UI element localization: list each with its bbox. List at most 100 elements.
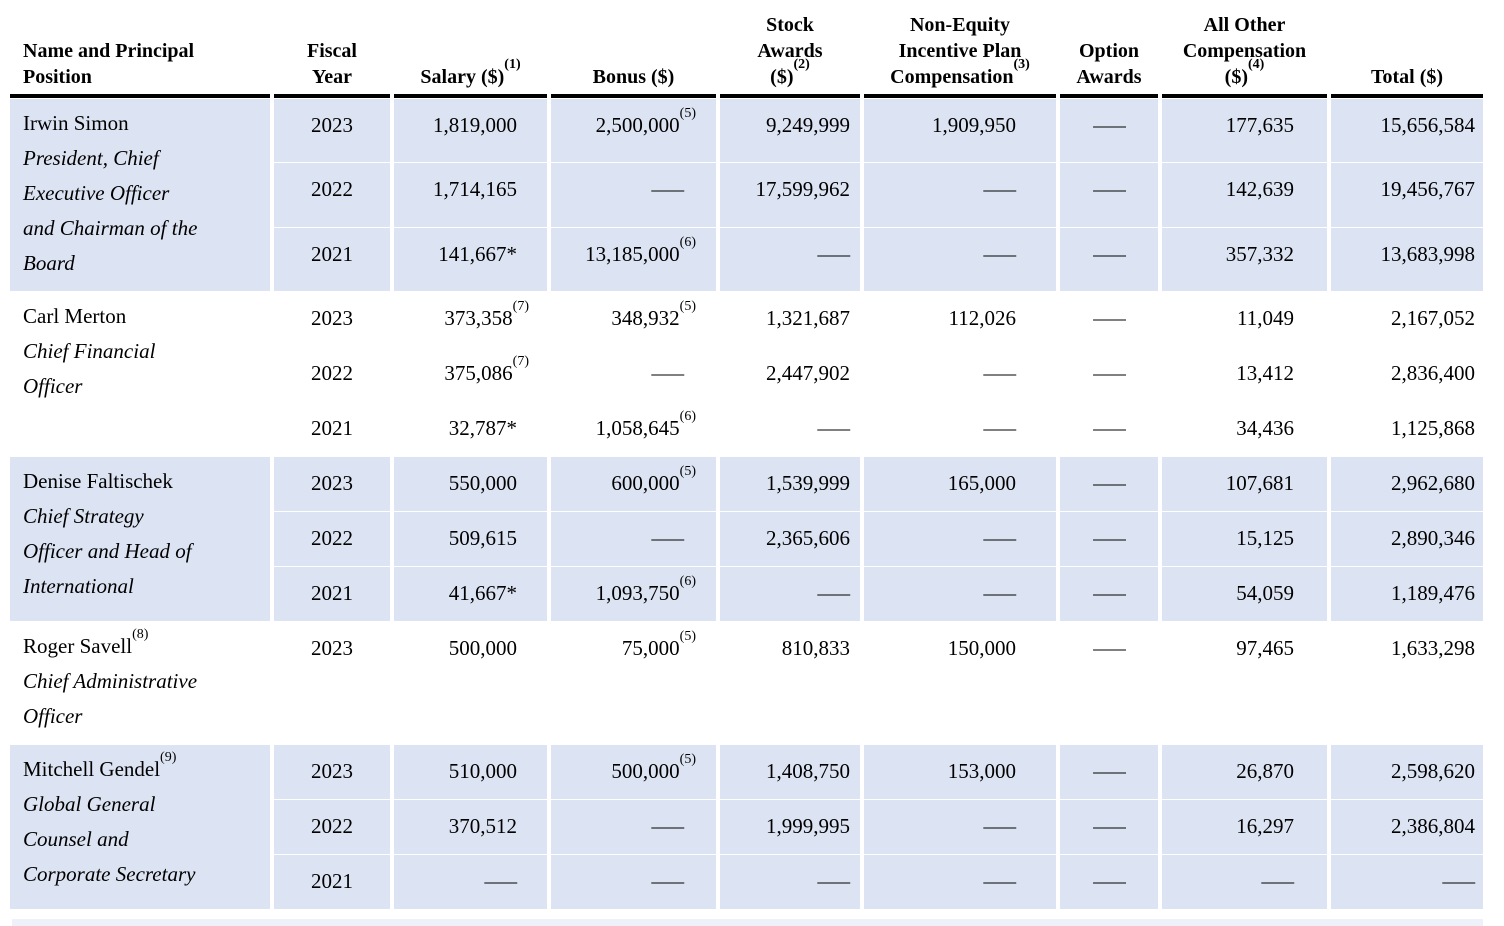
cell-stock: — xyxy=(720,402,860,456)
column-header-other: All Other Compensation ($)(4) xyxy=(1162,4,1327,98)
compensation-row: Carl Merton Chief Financial Officer 2023 373… xyxy=(10,292,1483,399)
header-line: Salary ($)(1) xyxy=(420,57,521,88)
cell-option: — xyxy=(1060,745,1158,799)
footnote-ref: (5) xyxy=(679,299,696,314)
compensation-row: 2022 370,512 — 1,999,995 — — 16,297 2,386,804 xyxy=(10,800,1483,854)
cell-other: 15,125 xyxy=(1162,512,1327,566)
header-line: Position xyxy=(23,66,92,88)
cell-total: 15,656,584 xyxy=(1331,99,1483,163)
footnote-ref: (1) xyxy=(504,57,521,73)
compensation-row: 2021 41,667* 1,093,750(6) — — — 54,059 1,189,47… xyxy=(10,567,1483,621)
summary-compensation-table: Name and Principal Position Fiscal Year Sala… xyxy=(6,3,1487,910)
column-header-total: Total ($) xyxy=(1331,4,1483,98)
header-line: Awards xyxy=(757,40,823,62)
cell-salary: 32,787* xyxy=(448,416,517,440)
cell-total: 1,125,868 xyxy=(1391,416,1475,440)
em-dash: — xyxy=(484,869,517,893)
em-dash: — xyxy=(1092,241,1126,266)
cell-other: 142,639 xyxy=(1162,163,1327,227)
cell-bonus: 2,500,000(5) xyxy=(551,99,716,163)
cell-stock: 1,321,687 xyxy=(766,306,850,330)
fiscal-year-cell: 2021 xyxy=(274,227,390,291)
cell-noneq: 165,000 xyxy=(864,457,1056,511)
exec-name: Denise Faltischek xyxy=(23,469,173,493)
exec-name: Irwin Simon xyxy=(23,111,129,135)
header-line: Name and Principal xyxy=(23,40,195,62)
cell-noneq: 112,026 xyxy=(948,306,1016,330)
cell-stock: — xyxy=(720,567,860,621)
exec-name-cell: Roger Savell(8) Chief Administrative Offic… xyxy=(10,622,270,744)
cell-bonus: — xyxy=(551,855,716,909)
em-dash: — xyxy=(1092,636,1126,660)
em-dash: — xyxy=(1092,759,1126,783)
em-dash: — xyxy=(1261,869,1294,893)
cell-total: — xyxy=(1331,855,1483,909)
cell-option: — xyxy=(1060,227,1158,291)
executive-group: Roger Savell(8) Chief Administrative Offic… xyxy=(10,622,1483,744)
cell-noneq: 150,000 xyxy=(947,636,1016,660)
em-dash: — xyxy=(983,814,1016,838)
cell-option: — xyxy=(1060,622,1158,744)
compensation-row: 2021 141,667* 13,185,000(6) — — — 357,332 13,68… xyxy=(10,227,1483,291)
cell-total: 1,189,476 xyxy=(1331,567,1483,621)
exec-title-line: Officer xyxy=(23,704,83,728)
em-dash: — xyxy=(1092,177,1126,202)
footnote-ref: (7) xyxy=(512,354,529,369)
cell-noneq: — xyxy=(864,512,1056,566)
exec-name-cell: Irwin Simon President, Chief Executive Off… xyxy=(10,99,270,291)
compensation-row: 2021 — — — — — — — xyxy=(10,855,1483,909)
header-line: Option xyxy=(1078,40,1140,62)
cell-option: — xyxy=(1060,99,1158,163)
cell-bonus: — xyxy=(551,512,716,566)
em-dash: — xyxy=(983,177,1016,202)
cell-salary: 550,000 xyxy=(394,457,547,511)
em-dash: — xyxy=(983,526,1016,550)
header-line: Compensation xyxy=(1182,40,1307,62)
executive-group: Denise Faltischek Chief Strategy Officer a… xyxy=(10,457,1483,621)
em-dash: — xyxy=(1092,113,1126,137)
header-line: Bonus ($) xyxy=(592,66,675,88)
em-dash: — xyxy=(1092,581,1126,605)
header-line: Non-Equity xyxy=(909,14,1011,36)
column-header-stock: Stock Awards ($)(2) xyxy=(720,4,860,98)
cell-bonus: 13,185,000(6) xyxy=(551,227,716,291)
cell-salary: 373,358(7) xyxy=(444,299,529,331)
em-dash: — xyxy=(1092,471,1126,495)
header-line: Year xyxy=(312,66,352,88)
em-dash: — xyxy=(983,361,1016,385)
cell-option: — xyxy=(1060,347,1158,401)
header-line: Awards xyxy=(1076,66,1142,88)
cell-noneq: 1,909,950 xyxy=(864,99,1056,163)
exec-title-line: Corporate Secretary xyxy=(23,862,196,886)
footnote-ref: (4) xyxy=(1248,57,1265,73)
exec-title-line: Global General xyxy=(23,792,156,816)
cell-other: 54,059 xyxy=(1162,567,1327,621)
footnote-ref: (2) xyxy=(793,57,810,73)
footnote-ref: (5) xyxy=(679,464,696,479)
cell-bonus: 1,058,645(6) xyxy=(595,409,696,441)
cell-total: 2,836,400 xyxy=(1391,361,1475,385)
cell-noneq: — xyxy=(864,800,1056,854)
cell-bonus: — xyxy=(551,347,716,401)
em-dash: — xyxy=(817,416,850,440)
cell-other: 34,436 xyxy=(1236,416,1294,440)
cell-stock: 17,599,962 xyxy=(720,163,860,227)
column-header-year: Fiscal Year xyxy=(274,4,390,98)
fiscal-year-cell: 2022 xyxy=(311,361,353,385)
header-row: Name and Principal Position Fiscal Year Sala… xyxy=(10,4,1483,98)
cell-other: 357,332 xyxy=(1162,227,1327,291)
cell-total: 2,962,680 xyxy=(1331,457,1483,511)
em-dash: — xyxy=(983,241,1016,266)
exec-name: Mitchell Gendel(9) xyxy=(23,750,177,782)
exec-name-cell: Denise Faltischek Chief Strategy Officer a… xyxy=(10,457,270,621)
exec-title-line: Chief Administrative xyxy=(23,669,198,693)
executive-group: Carl Merton Chief Financial Officer 2023 373… xyxy=(10,292,1483,456)
fiscal-year-cell: 2021 xyxy=(311,416,353,440)
cell-stock: 2,365,606 xyxy=(720,512,860,566)
cell-total: 2,167,052 xyxy=(1391,306,1475,330)
em-dash: — xyxy=(1092,306,1126,330)
footnote-ref: (6) xyxy=(679,409,696,424)
em-dash: — xyxy=(817,241,850,266)
footnote-ref: (5) xyxy=(679,106,696,121)
